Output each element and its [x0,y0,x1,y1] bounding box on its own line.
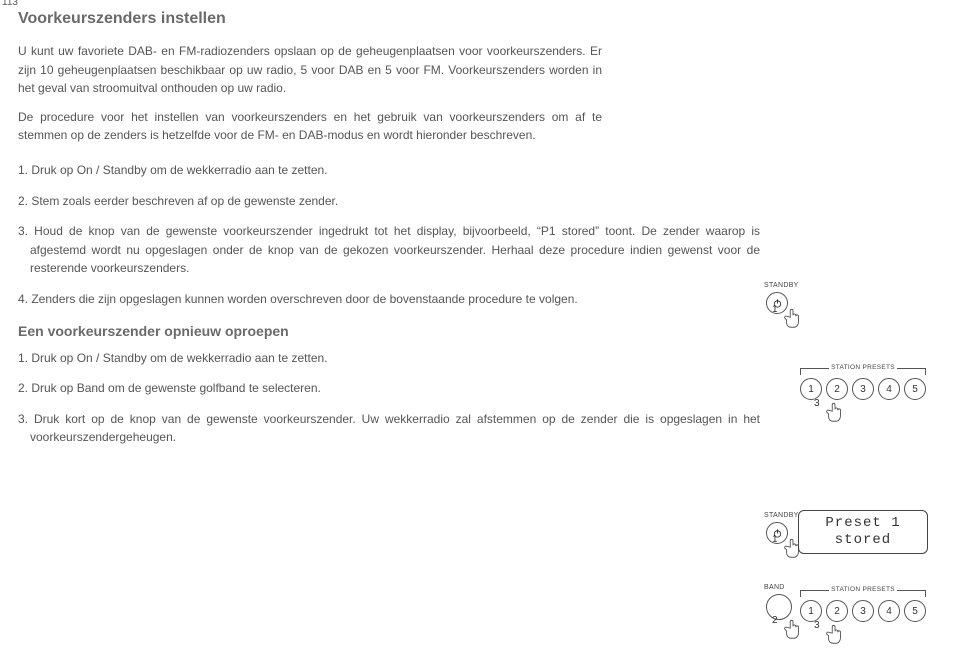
hand-press-icon: 1 [782,306,804,337]
subtitle: Een voorkeurszender opnieuw oproepen [18,323,778,339]
page-title: Voorkeurszenders instellen [18,10,778,28]
step-num-b3: 3 [814,620,820,631]
step-b3: 3. Druk kort op de knop van de gewenste … [18,410,760,447]
intro-paragraph-2: De procedure voor het instellen van voor… [18,108,602,145]
hand-press-icon-b3: 3 [824,622,928,653]
step-a3: 3. Houd de knop van de gewenste voorkeur… [18,222,760,278]
label-station-presets: STATION PRESETS [829,364,897,371]
preset-1b: 1 [800,600,822,622]
manual-page: Voorkeurszenders instellen U kunt uw fav… [0,0,942,10]
preset-5b: 5 [904,600,926,622]
preset-2b: 2 [826,600,848,622]
step-a1: 1. Druk op On / Standby om de wekkerradi… [18,161,760,180]
step-num-b1: 1 [772,534,778,545]
page-number: 113 [2,0,18,8]
hand-icon [782,306,804,332]
text-column: Voorkeurszenders instellen U kunt uw fav… [18,10,778,459]
label-standby: STANDBY [764,282,804,289]
preset-4b: 4 [878,600,900,622]
lcd-display: Preset 1 stored [798,510,928,554]
step-a4: 4. Zenders die zijn opgeslagen kunnen wo… [18,290,760,309]
diagram-presets-2: STATION PRESETS 1 2 3 4 5 3 [798,590,928,653]
step-num-b2: 2 [772,615,778,626]
step-b2: 2. Druk op Band om de gewenste golfband … [18,379,760,398]
hand-press-icon-3: 3 [824,400,928,431]
hand-icon [824,622,846,648]
preset-1: 1 [800,378,822,400]
preset-2: 2 [826,378,848,400]
label-station-presets-2: STATION PRESETS [829,586,897,593]
lcd-line-2: stored [835,532,891,549]
step-num-3: 3 [814,398,820,409]
preset-3: 3 [852,378,874,400]
preset-5: 5 [904,378,926,400]
preset-3b: 3 [852,600,874,622]
preset-4: 4 [878,378,900,400]
diagram-standby-1: STANDBY 1 [764,282,804,337]
preset-bar: STATION PRESETS 1 2 3 4 5 [798,368,928,400]
step-b1: 1. Druk op On / Standby om de wekkerradi… [18,349,760,368]
preset-bar-2: STATION PRESETS 1 2 3 4 5 [798,590,928,622]
step-num-1: 1 [772,304,778,315]
step-a2: 2. Stem zoals eerder beschreven af op de… [18,192,760,211]
diagram-presets-1: STATION PRESETS 1 2 3 4 5 3 [798,368,928,431]
diagram-lcd: Preset 1 stored [798,510,928,554]
hand-icon [824,400,846,426]
intro-paragraph-1: U kunt uw favoriete DAB- en FM-radiozend… [18,42,602,98]
lcd-line-1: Preset 1 [825,515,900,532]
